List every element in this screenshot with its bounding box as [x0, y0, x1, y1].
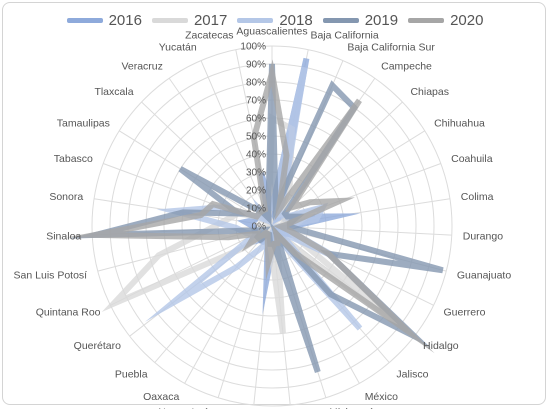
category-label: Chiapas — [410, 86, 449, 98]
category-label: Tabasco — [54, 153, 93, 165]
tick-label: 70% — [246, 96, 266, 107]
legend: 2016 2017 2018 2019 2020 — [0, 3, 550, 37]
legend-label: 2017 — [193, 11, 228, 29]
category-label: Baja California Sur — [347, 41, 435, 53]
category-label: Zacatecas — [185, 29, 233, 41]
category-label: Querétaro — [74, 340, 121, 352]
category-label: México — [365, 391, 398, 403]
category-label: Guerrero — [443, 306, 485, 318]
legend-label: 2016 — [108, 11, 142, 29]
category-label: Jalisco — [396, 368, 428, 380]
legend-label: 2020 — [450, 11, 484, 29]
tick-labels: 0% 10% 20% 30% 40% 50% 60% 70% 80% 90% 100% — [240, 42, 266, 233]
tick-label: 20% — [246, 186, 266, 197]
category-label: Tlaxcala — [94, 86, 133, 98]
tick-label: 10% — [246, 204, 266, 215]
legend-item-2016: 2016 — [66, 11, 142, 29]
category-label: Chihuahua — [434, 117, 485, 129]
category-label: Puebla — [115, 368, 148, 380]
grid-spoke — [271, 130, 426, 227]
tick-label: 80% — [246, 78, 266, 89]
tick-label: 60% — [246, 114, 266, 125]
category-label: Durango — [463, 230, 503, 242]
tick-label: 0% — [252, 222, 267, 233]
legend-swatch — [237, 17, 274, 23]
category-label: Hidalgo — [423, 340, 459, 352]
category-label: Quintana Roo — [36, 306, 101, 318]
legend-item-2020: 2020 — [408, 12, 483, 29]
legend-label: 2019 — [364, 11, 399, 29]
series-2020 — [66, 59, 435, 354]
category-label: Campeche — [381, 60, 432, 72]
legend-swatch — [66, 17, 103, 23]
category-label: Oaxaca — [143, 391, 179, 403]
tick-label: 50% — [246, 132, 266, 143]
legend-swatch — [151, 17, 188, 23]
legend-item-2017: 2017 — [151, 11, 228, 29]
category-label: Coahuila — [451, 153, 493, 165]
category-label: Baja California — [310, 29, 378, 41]
series-2019 — [69, 63, 444, 373]
tick-label: 30% — [246, 168, 266, 179]
grid-spoke — [154, 225, 273, 363]
category-label: Colima — [461, 191, 494, 203]
tick-label: 90% — [246, 60, 266, 71]
grid-spoke — [217, 225, 273, 398]
category-label: Tamaulipas — [57, 117, 110, 129]
series-layer — [66, 57, 444, 373]
category-label: Sonora — [49, 191, 83, 203]
category-label: Veracruz — [121, 60, 162, 72]
legend-swatch — [322, 17, 359, 23]
tick-label: 100% — [240, 42, 266, 53]
category-label: Nuevo León — [158, 407, 215, 409]
category-label: Yucatán — [159, 41, 197, 53]
legend-item-2019: 2019 — [322, 11, 399, 29]
category-label: Michoacán — [329, 407, 380, 409]
legend-item-2018: 2018 — [237, 11, 313, 29]
legend-swatch — [408, 17, 445, 23]
category-label: Guanajuato — [457, 269, 511, 281]
legend-label: 2018 — [279, 11, 313, 29]
category-label: San Luis Potosí — [14, 269, 88, 281]
category-label: Sinaloa — [46, 230, 81, 242]
tick-label: 40% — [246, 150, 266, 161]
category-label: Aguascalientes — [236, 26, 307, 38]
